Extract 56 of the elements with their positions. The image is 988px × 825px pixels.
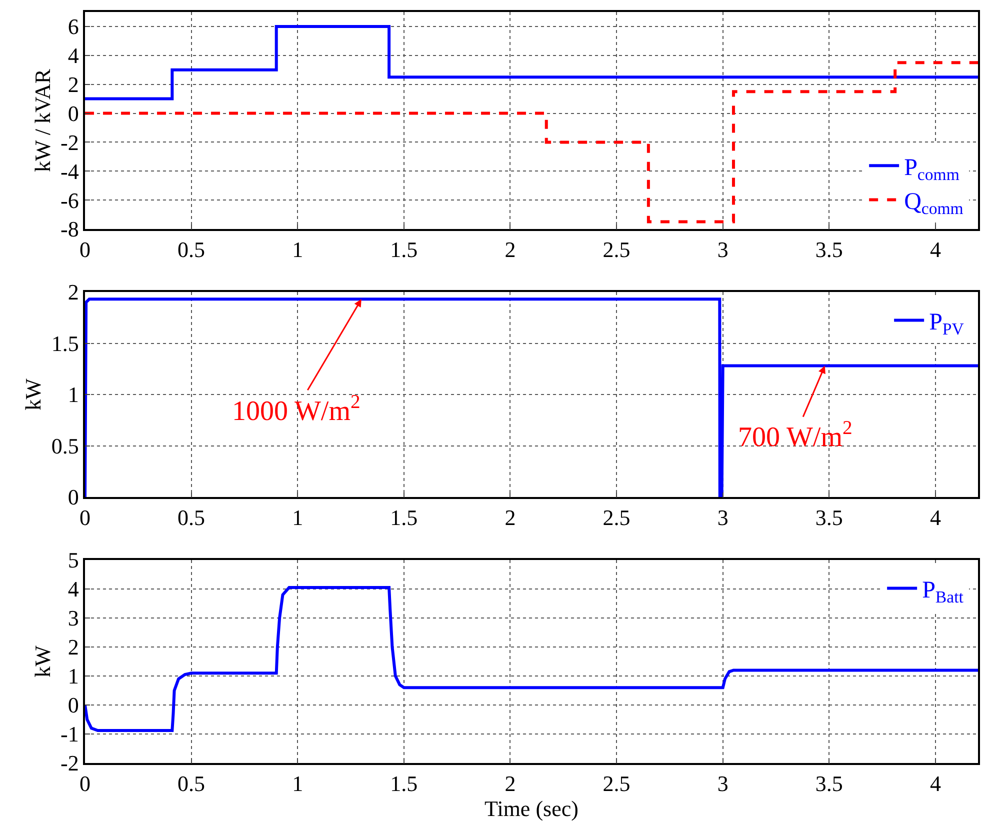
y-tick-label: 4 — [68, 576, 79, 602]
x-tick-label: 1 — [292, 237, 304, 262]
x-tick-label: 2.5 — [602, 771, 630, 796]
y-tick-label: 0 — [68, 692, 79, 718]
legend-label: P$_{comm}$ — [904, 154, 960, 184]
y-tick-label: 0.5 — [51, 433, 79, 458]
y-tick-label: 6 — [68, 14, 79, 40]
x-tick-label: 4 — [930, 771, 941, 796]
legend-label: P$_{Batt}$ — [922, 578, 964, 607]
y-tick-label: 4 — [68, 43, 79, 68]
x-tick-label: 3 — [717, 237, 728, 262]
y-tick-label: -8 — [60, 216, 79, 242]
x-tick-label: 4 — [930, 505, 941, 530]
x-tick-label: 1.5 — [390, 771, 418, 796]
annotation: 700 W/m$^{2}$ — [738, 418, 852, 453]
x-tick-label: 1 — [292, 771, 304, 796]
x-axis-title: Time (sec) — [484, 796, 578, 822]
x-tick-label: 4 — [930, 237, 941, 262]
y-tick-label: 5 — [68, 548, 79, 573]
x-tick-label: 3.5 — [815, 771, 843, 796]
y-tick-label: 3 — [68, 606, 79, 631]
x-tick-label: 2 — [504, 237, 516, 262]
y-tick-label: -2 — [60, 130, 79, 155]
y-tick-label: 1 — [68, 664, 79, 689]
legend-label: Q$_{comm}$ — [904, 189, 964, 218]
x-tick-label: 2 — [504, 771, 516, 796]
x-tick-label: 0.5 — [178, 505, 206, 530]
y-tick-label: 2 — [68, 634, 79, 660]
x-tick-label: 2 — [504, 505, 516, 530]
x-tick-label: 2.5 — [602, 237, 630, 262]
y-tick-label: 2 — [68, 280, 79, 305]
x-tick-label: 3.5 — [815, 505, 843, 530]
x-tick-label: 3.5 — [815, 237, 843, 262]
y-tick-label: 1.5 — [51, 330, 79, 356]
y-tick-label: 2 — [68, 72, 79, 98]
x-tick-label: 3 — [717, 771, 728, 796]
x-tick-label: 0.5 — [178, 771, 206, 796]
y-axis-title: kW / kVAR — [30, 68, 55, 172]
x-tick-label: 1 — [292, 505, 304, 530]
x-tick-label: 2.5 — [602, 505, 630, 530]
annotation: 1000 W/m$^{2}$ — [232, 392, 360, 427]
y-tick-label: -6 — [60, 188, 79, 213]
y-tick-label: -2 — [60, 750, 79, 776]
line-series — [85, 298, 978, 497]
x-tick-label: 0.5 — [178, 237, 206, 262]
y-tick-label: 0 — [68, 100, 79, 126]
y-axis-title: kW — [30, 645, 55, 678]
x-tick-label: 3 — [717, 505, 728, 530]
y-tick-label: -4 — [60, 158, 79, 184]
y-tick-label: 0 — [68, 484, 79, 510]
y-tick-label: -1 — [60, 722, 79, 747]
y-axis-title: kW — [20, 378, 46, 410]
x-tick-label: 1.5 — [390, 505, 418, 530]
legend-label: P$_{PV}$ — [929, 310, 964, 339]
y-tick-label: 1 — [68, 382, 79, 408]
x-tick-label: 1.5 — [390, 237, 418, 262]
